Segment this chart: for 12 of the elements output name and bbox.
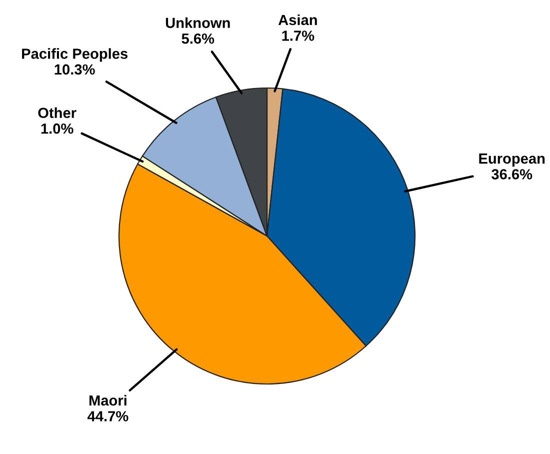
- slice-label: Asian: [278, 14, 317, 26]
- slice-label: European: [479, 154, 545, 167]
- data-label: 10.3%: [54, 64, 95, 75]
- slice-label: Other: [38, 107, 76, 118]
- slice-label: Unknown: [166, 17, 230, 28]
- data-label: 5.6%: [182, 33, 214, 44]
- slice-label: Maori: [89, 394, 126, 406]
- data-label: 36.6%: [492, 169, 532, 180]
- slice-label: Pacific Peoples: [22, 48, 128, 62]
- data-label: 1.0%: [41, 123, 74, 134]
- data-label: 44.7%: [87, 411, 128, 422]
- data-label: 1.7%: [282, 30, 314, 41]
